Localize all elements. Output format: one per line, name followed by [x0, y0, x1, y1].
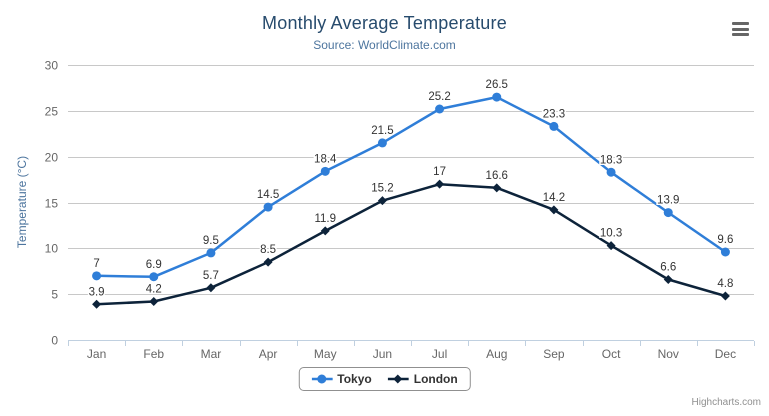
tokyo-point-marker[interactable] — [320, 166, 330, 176]
tokyo-data-label: 25.2 — [428, 91, 450, 103]
london-data-label: 3.9 — [89, 286, 105, 298]
legend: Tokyo London — [298, 367, 471, 391]
legend-item-tokyo[interactable]: Tokyo — [311, 372, 372, 386]
x-axis-label: Nov — [658, 347, 679, 361]
x-axis-label: May — [314, 347, 337, 361]
london-point-marker[interactable] — [492, 183, 502, 193]
london-point-marker[interactable] — [377, 196, 387, 206]
london-line-series[interactable] — [95, 182, 727, 306]
legend-item-london[interactable]: London — [387, 372, 458, 386]
tokyo-data-label: 13.9 — [657, 195, 679, 207]
x-axis-label: Dec — [715, 347, 736, 361]
highcharts-credit[interactable]: Highcharts.com — [691, 397, 761, 408]
tokyo-data-label: 14.5 — [257, 189, 279, 201]
x-axis-label: Jun — [373, 347, 392, 361]
chart-title: Monthly Average Temperature — [262, 13, 507, 33]
tokyo-data-label: 9.5 — [203, 235, 219, 247]
y-axis-label: 20 — [45, 151, 59, 165]
tokyo-point-marker[interactable] — [549, 121, 559, 131]
tokyo-point-marker[interactable] — [206, 248, 216, 258]
london-point-marker[interactable] — [720, 291, 730, 301]
x-axis-label: Apr — [259, 347, 278, 361]
tokyo-point-marker[interactable] — [149, 272, 159, 282]
london-point-marker[interactable] — [92, 299, 102, 309]
tokyo-point-marker[interactable] — [377, 138, 387, 148]
tokyo-data-label: 23.3 — [543, 108, 565, 120]
london-point-marker[interactable] — [606, 241, 616, 251]
tokyo-data-label: 7 — [93, 258, 99, 270]
london-point-marker[interactable] — [320, 226, 330, 236]
london-data-label: 17 — [433, 166, 446, 178]
london-data-label: 14.2 — [543, 192, 565, 204]
london-data-label: 5.7 — [203, 270, 219, 282]
tokyo-data-label: 21.5 — [371, 125, 393, 137]
tokyo-point-marker[interactable] — [92, 271, 102, 281]
y-axis-label: 30 — [45, 59, 59, 73]
tokyo-point-marker[interactable] — [606, 167, 616, 177]
london-point-marker[interactable] — [149, 297, 159, 306]
x-axis-label: Mar — [201, 347, 222, 361]
tokyo-point-marker[interactable] — [263, 202, 273, 212]
hamburger-bar — [732, 22, 749, 25]
legend-london-marker-icon — [387, 374, 409, 384]
y-axis-title: Temperature (°C) — [15, 156, 29, 248]
tokyo-data-label: 26.5 — [486, 79, 508, 91]
tokyo-data-label: 18.4 — [314, 153, 337, 165]
london-point-marker[interactable] — [549, 205, 559, 215]
london-data-label: 8.5 — [260, 244, 276, 256]
tokyo-data-label: 9.6 — [717, 234, 733, 246]
x-axis-label: Oct — [602, 347, 621, 361]
legend-item-label: London — [413, 372, 458, 386]
legend-item-label: Tokyo — [337, 372, 372, 386]
london-point-marker[interactable] — [206, 283, 216, 293]
y-axis-label: 15 — [45, 197, 59, 211]
london-data-label: 10.3 — [600, 228, 622, 240]
london-data-label: 6.6 — [660, 262, 676, 274]
london-data-label: 4.8 — [717, 278, 733, 290]
london-point-marker[interactable] — [263, 257, 273, 267]
hamburger-bar — [732, 33, 749, 36]
london-point-marker[interactable] — [663, 275, 673, 284]
hamburger-bar — [732, 27, 749, 31]
tokyo-point-marker[interactable] — [720, 247, 730, 257]
london-data-label: 4.2 — [146, 284, 162, 296]
london-point-marker[interactable] — [435, 179, 445, 189]
x-axis-label: Feb — [143, 347, 164, 361]
tokyo-point-marker[interactable] — [492, 92, 502, 102]
london-data-label: 11.9 — [314, 213, 336, 225]
x-axis-label: Aug — [486, 347, 507, 361]
hamburger-menu-icon[interactable] — [732, 22, 749, 36]
x-axis-label: Jul — [432, 347, 447, 361]
y-axis-label: 25 — [45, 105, 59, 119]
tokyo-data-label: 18.3 — [600, 154, 622, 166]
chart-subtitle: Source: WorldClimate.com — [313, 38, 456, 52]
y-axis-label: 10 — [45, 242, 59, 256]
tokyo-point-marker[interactable] — [435, 104, 445, 114]
london-data-label: 15.2 — [371, 183, 393, 195]
x-axis-label: Sep — [543, 347, 565, 361]
london-data-label: 16.6 — [486, 170, 508, 182]
x-axis-label: Jan — [87, 347, 106, 361]
y-axis-label: 5 — [51, 288, 58, 302]
tokyo-point-marker[interactable] — [663, 208, 673, 218]
legend-tokyo-marker-icon — [311, 374, 333, 384]
tokyo-data-label: 6.9 — [146, 259, 162, 271]
tokyo-line-series[interactable] — [95, 95, 727, 279]
y-axis-label: 0 — [51, 334, 58, 348]
